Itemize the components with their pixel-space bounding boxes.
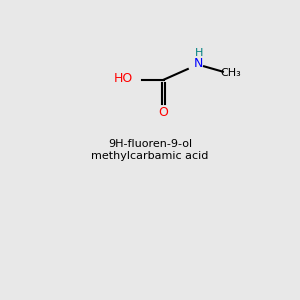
- Text: CH₃: CH₃: [220, 68, 242, 78]
- Text: 9H-fluoren-9-ol
methylcarbamic acid: 9H-fluoren-9-ol methylcarbamic acid: [91, 139, 209, 161]
- Text: H: H: [194, 48, 203, 58]
- Text: O: O: [159, 106, 168, 119]
- Text: HO: HO: [113, 72, 133, 85]
- Text: N: N: [194, 57, 203, 70]
